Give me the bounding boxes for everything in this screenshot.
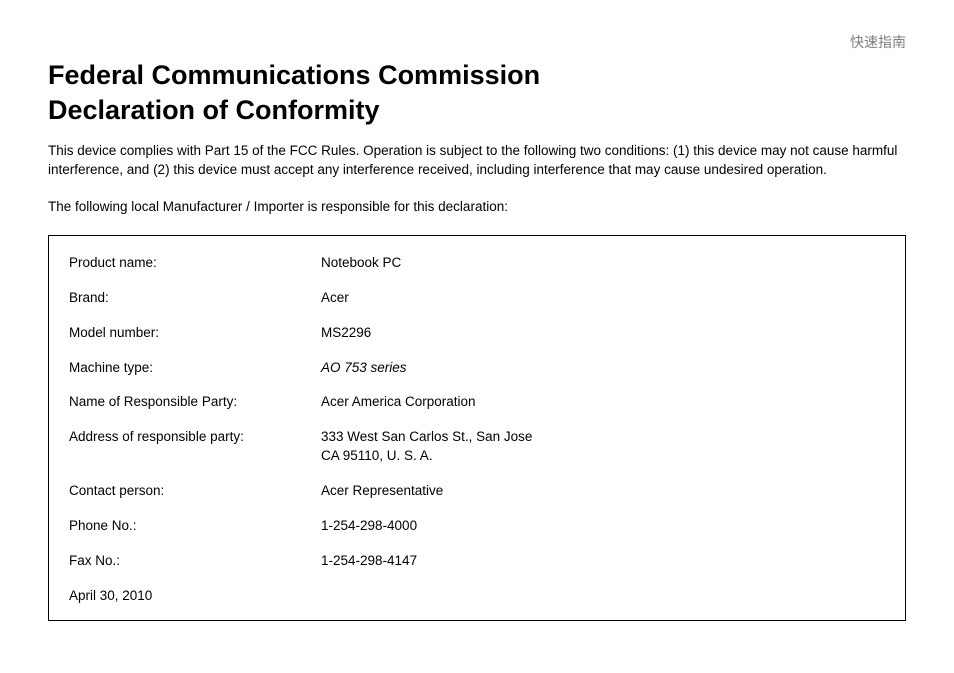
table-row: Product name: Notebook PC xyxy=(69,254,885,273)
row-value: Notebook PC xyxy=(321,254,885,273)
row-value xyxy=(321,587,885,606)
row-label: Address of responsible party: xyxy=(69,428,321,466)
subintro-paragraph: The following local Manufacturer / Impor… xyxy=(48,198,906,217)
table-row: Machine type: AO 753 series xyxy=(69,359,885,378)
header-note: 快速指南 xyxy=(48,32,906,52)
row-value: Acer xyxy=(321,289,885,308)
table-row: Name of Responsible Party: Acer America … xyxy=(69,393,885,412)
intro-paragraph: This device complies with Part 15 of the… xyxy=(48,142,906,180)
table-row: Address of responsible party: 333 West S… xyxy=(69,428,885,466)
row-label: Brand: xyxy=(69,289,321,308)
row-value: Acer America Corporation xyxy=(321,393,885,412)
title-line-1: Federal Communications Commission xyxy=(48,60,540,90)
row-label: Name of Responsible Party: xyxy=(69,393,321,412)
row-label: Machine type: xyxy=(69,359,321,378)
row-label: Model number: xyxy=(69,324,321,343)
table-row: Brand: Acer xyxy=(69,289,885,308)
table-row: Phone No.: 1-254-298-4000 xyxy=(69,517,885,536)
page-title: Federal Communications Commission Declar… xyxy=(48,58,906,128)
row-label: April 30, 2010 xyxy=(69,587,321,606)
table-row: April 30, 2010 xyxy=(69,587,885,606)
row-label: Phone No.: xyxy=(69,517,321,536)
row-value: 1-254-298-4000 xyxy=(321,517,885,536)
row-value: 1-254-298-4147 xyxy=(321,552,885,571)
table-row: Contact person: Acer Representative xyxy=(69,482,885,501)
table-row: Model number: MS2296 xyxy=(69,324,885,343)
row-value: 333 West San Carlos St., San JoseCA 9511… xyxy=(321,428,885,466)
row-value: AO 753 series xyxy=(321,359,885,378)
row-value: Acer Representative xyxy=(321,482,885,501)
row-label: Fax No.: xyxy=(69,552,321,571)
row-label: Contact person: xyxy=(69,482,321,501)
title-line-2: Declaration of Conformity xyxy=(48,95,380,125)
row-value: MS2296 xyxy=(321,324,885,343)
row-label: Product name: xyxy=(69,254,321,273)
declaration-table: Product name: Notebook PC Brand: Acer Mo… xyxy=(48,235,906,621)
table-row: Fax No.: 1-254-298-4147 xyxy=(69,552,885,571)
